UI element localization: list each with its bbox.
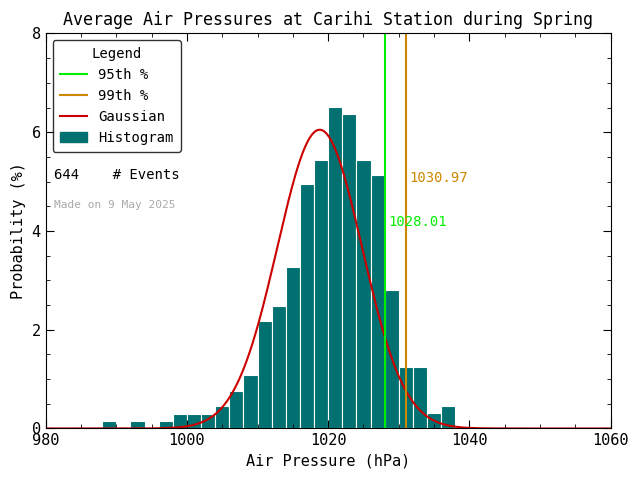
- Bar: [257, 321, 271, 429]
- Bar: [159, 421, 173, 429]
- Bar: [314, 160, 328, 429]
- Bar: [328, 107, 342, 429]
- Bar: [356, 160, 371, 429]
- Text: Made on 9 May 2025: Made on 9 May 2025: [54, 200, 175, 210]
- Y-axis label: Probability (%): Probability (%): [11, 163, 26, 300]
- Bar: [102, 421, 116, 429]
- Text: 1028.01: 1028.01: [388, 215, 447, 229]
- Bar: [173, 414, 187, 429]
- Bar: [342, 114, 356, 429]
- Bar: [243, 375, 257, 429]
- Bar: [229, 391, 243, 429]
- X-axis label: Air Pressure (hPa): Air Pressure (hPa): [246, 454, 410, 469]
- Bar: [427, 413, 441, 429]
- Title: Average Air Pressures at Carihi Station during Spring: Average Air Pressures at Carihi Station …: [63, 11, 593, 29]
- Text: 644    # Events: 644 # Events: [54, 168, 179, 182]
- Bar: [441, 406, 455, 429]
- Bar: [201, 414, 215, 429]
- Bar: [413, 367, 427, 429]
- Bar: [371, 175, 385, 429]
- Bar: [271, 306, 286, 429]
- Bar: [286, 267, 300, 429]
- Bar: [399, 367, 413, 429]
- Legend: 95th %, 99th %, Gaussian, Histogram: 95th %, 99th %, Gaussian, Histogram: [52, 40, 180, 152]
- Bar: [131, 421, 145, 429]
- Bar: [187, 414, 201, 429]
- Bar: [215, 406, 229, 429]
- Bar: [300, 183, 314, 429]
- Text: 1030.97: 1030.97: [409, 170, 468, 185]
- Bar: [385, 290, 399, 429]
